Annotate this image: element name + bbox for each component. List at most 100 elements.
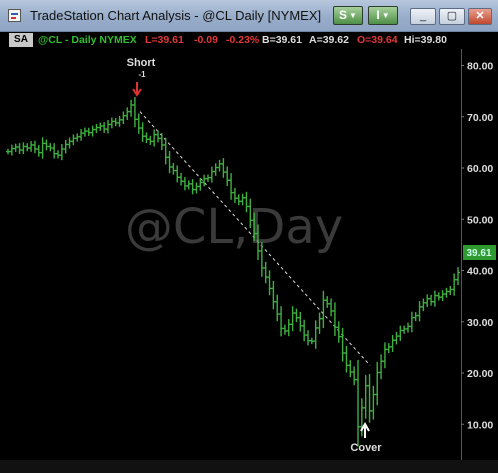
percent-change: -0.23% [226, 34, 260, 46]
ohlc-bar [236, 194, 241, 206]
ohlc-bar [344, 345, 349, 373]
ohlc-bar [298, 311, 303, 332]
ohlc-bar [279, 306, 284, 337]
chevron-down-icon: ▼ [349, 11, 357, 20]
title-bar[interactable]: TradeStation Chart Analysis - @CL Daily … [0, 0, 498, 32]
ohlc-bar [194, 182, 199, 194]
ohlc-bar [94, 124, 99, 134]
bid-price: B=39.61 [262, 34, 302, 46]
ohlc-bar [413, 312, 418, 322]
symbol-label: @CL - Daily NYMEX [38, 34, 137, 46]
ohlc-bar [59, 144, 64, 161]
ohlc-bar [306, 330, 310, 346]
ohlc-bar [48, 143, 53, 152]
ohlc-bar [52, 143, 57, 159]
indicator-button[interactable]: I ▼ [368, 6, 398, 25]
ohlc-bar [186, 180, 191, 190]
price-tick-label: 60.00 [467, 163, 493, 175]
ohlc-bar [363, 375, 368, 419]
ohlc-bar [171, 162, 176, 175]
price-tick-label: 70.00 [467, 112, 493, 124]
ohlc-bar [9, 144, 14, 156]
ohlc-bar [82, 127, 87, 137]
ohlc-bar [190, 179, 195, 195]
ohlc-bar [32, 140, 37, 154]
cover-label: Cover [350, 442, 382, 454]
ohlc-bar [275, 294, 280, 322]
ohlc-bar [356, 359, 360, 447]
ohlc-bar [25, 143, 30, 152]
ohlc-bar [40, 137, 45, 159]
price-axis-line [461, 49, 462, 461]
ohlc-bar [421, 298, 426, 312]
minimize-button[interactable]: _ [410, 8, 436, 25]
price-tick-label: 50.00 [467, 214, 493, 226]
ohlc-bar [256, 224, 260, 261]
ohlc-bar [121, 111, 126, 125]
window-title: TradeStation Chart Analysis - @CL Daily … [30, 8, 322, 23]
ohlc-bar [263, 261, 268, 284]
ohlc-bar [317, 312, 322, 334]
ohlc-bar [136, 113, 141, 134]
ohlc-bar [394, 331, 399, 345]
ohlc-bar [217, 159, 222, 172]
arrow-up-icon [360, 421, 370, 438]
arrow-down-icon [132, 82, 142, 97]
ohlc-bar [406, 322, 410, 333]
ohlc-bar [17, 143, 22, 154]
ohlc-bar [271, 280, 276, 310]
ohlc-bar [313, 320, 318, 349]
ohlc-bar [452, 273, 457, 296]
price-bars [6, 97, 460, 447]
strategy-button-label: S [339, 8, 348, 22]
ask-price: A=39.62 [309, 34, 349, 46]
ohlc-bar [44, 139, 49, 151]
ohlc-bar [448, 285, 453, 296]
ohlc-bar [129, 99, 134, 117]
ohlc-bar [102, 122, 107, 133]
ohlc-bar [379, 354, 384, 380]
ohlc-bar [348, 360, 353, 378]
ohlc-bar [429, 294, 434, 306]
ohlc-bar [225, 166, 230, 187]
scroll-strip[interactable] [0, 460, 498, 473]
close-button[interactable]: ✕ [468, 8, 492, 25]
ohlc-bar [36, 144, 41, 157]
subgraph-badge[interactable]: SA [9, 33, 33, 47]
short-marker: Short -1 [127, 57, 156, 97]
ohlc-bar [290, 306, 295, 332]
price-tick-label: 10.00 [467, 419, 493, 431]
ohlc-bar [152, 129, 157, 147]
ohlc-bar [156, 130, 160, 143]
ohlc-bar [382, 342, 387, 369]
restore-button[interactable]: ▢ [439, 8, 465, 25]
price-tick-label: 80.00 [467, 61, 493, 73]
chart-watermark: @CL,Day [125, 199, 343, 255]
ohlc-bar [425, 294, 430, 308]
ohlc-bar [440, 290, 445, 302]
ohlc-bar [329, 298, 334, 317]
ohlc-bar [398, 325, 403, 341]
indicator-button-label: I [376, 8, 380, 22]
ohlc-bar [282, 324, 287, 335]
short-qty-label: -1 [138, 70, 146, 79]
ohlc-bar [267, 270, 272, 296]
strategy-button[interactable]: S ▼ [333, 6, 363, 25]
net-change: -0.09 [194, 34, 218, 46]
ohlc-bar [444, 287, 449, 298]
ohlc-bar [456, 267, 460, 286]
open-price: O=39.64 [357, 34, 398, 46]
ohlc-bar [182, 176, 187, 191]
ohlc-bar [371, 385, 376, 420]
price-tick-label: 30.00 [467, 317, 493, 329]
ohlc-bar [86, 127, 91, 136]
last-price-tag-text: 39.61 [466, 248, 491, 259]
price-tick-label: 20.00 [467, 368, 493, 380]
ohlc-bar [294, 308, 299, 323]
ohlc-bar [75, 133, 80, 142]
ohlc-bar [221, 158, 226, 178]
ohlc-bar [259, 242, 264, 277]
ohlc-bar [386, 343, 391, 354]
